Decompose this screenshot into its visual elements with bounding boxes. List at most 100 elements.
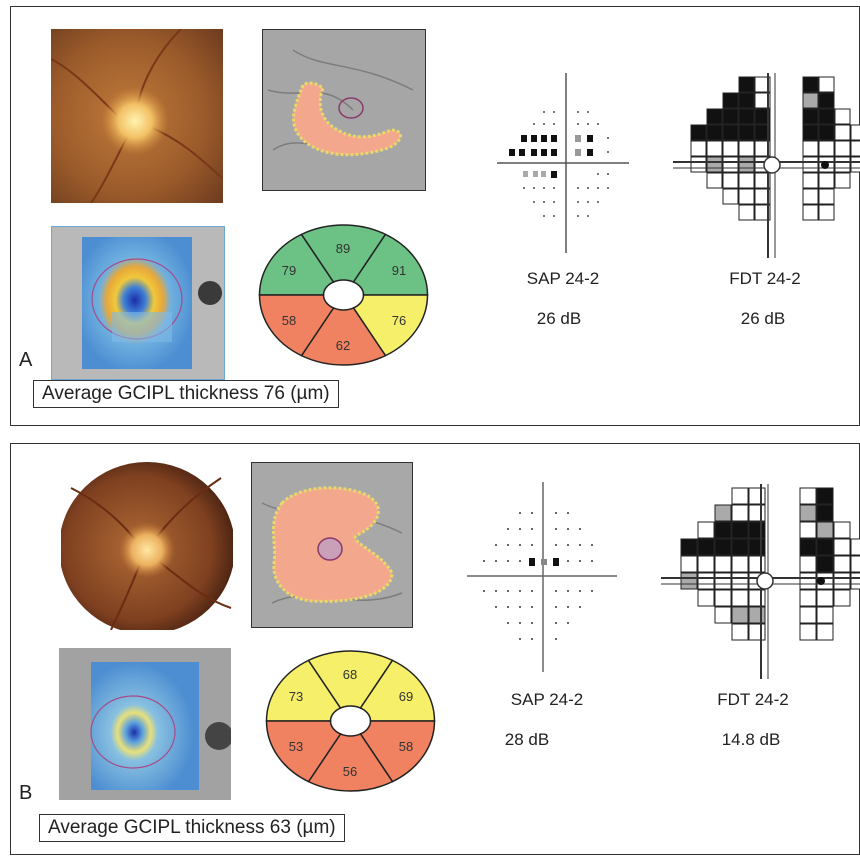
fdt-cell [738,124,755,141]
fdt-cell [731,606,749,624]
fdt-cell [754,124,771,141]
fdt-cell [818,172,835,189]
fdt-test-label: FDT 24-2 [729,269,801,288]
fdt-cell [818,92,835,109]
fdt-cell [722,92,739,109]
fdt-cell [816,521,834,539]
fdt-cell [748,487,766,505]
fdt-cell [802,188,819,205]
fdt-cell [799,555,817,573]
fdt-cell [816,487,834,505]
fdt-cell [799,538,817,556]
fdt-cell [833,572,851,590]
gcipl-thickness-map [51,226,225,380]
fdt-cell [818,188,835,205]
sector-value: 79 [282,263,296,278]
fdt-cell [706,108,723,125]
gcipl-deviation-map [262,29,426,191]
fdt-cell [714,555,732,573]
fdt-cell [714,606,732,624]
fdt-cell [818,204,835,221]
fdt-cell [818,76,835,93]
sector-superotemporal [258,233,335,296]
sap-test-value: 28 dB [504,730,550,749]
fdt-cell [802,76,819,93]
fdt-cell [748,521,766,539]
fdt-cell [731,487,749,505]
fdt-cell [731,538,749,556]
fdt-cell [690,156,707,173]
fdt-cell [816,538,834,556]
fdt-visual-field-plot [673,73,860,258]
fdt-cell [850,538,860,556]
fdt-cell [722,108,739,125]
fdt-cell [714,538,732,556]
fdt-cell [850,140,860,157]
fdt-cell [833,555,851,573]
panel-b: 68 69 73 53 56 58 SAP 24-2 28 dB [10,443,860,855]
fdt-cell [748,555,766,573]
fdt-cell [802,204,819,221]
fdt-cell [714,521,732,539]
fdt-cell [799,572,817,590]
fdt-cell [722,156,739,173]
fdt-cell [731,504,749,522]
fdt-cell [748,623,766,641]
sector-value: 73 [289,689,303,704]
sector-inferior [300,307,387,366]
fdt-cell [697,555,715,573]
fdt-cell [722,172,739,189]
sector-superonasal [352,233,429,296]
fdt-cell [818,108,835,125]
fdt-cell [834,140,851,157]
sector-inferotemporal [265,720,342,783]
fdt-cell [706,140,723,157]
fdt-cell [833,538,851,556]
fdt-cell [754,204,771,221]
sap-test-value: 26 dB [536,309,582,328]
gcipl-deviation-map [251,462,413,628]
fdt-cell [738,140,755,157]
fdt-cell [850,555,860,573]
sector-value: 58 [282,313,296,328]
fdt-cell [738,172,755,189]
fdt-cell [714,504,732,522]
fdt-cell [714,589,732,607]
sap-test-label: SAP 24-2 [526,269,600,288]
sector-value: 69 [399,689,413,704]
fdt-cell [754,76,771,93]
fdt-test-value: 14.8 dB [721,730,781,749]
fdt-cell [731,589,749,607]
panel-a: 89 91 79 58 62 76 [10,6,860,426]
fdt-cell [680,555,698,573]
fdt-cell [799,521,817,539]
sector-inferonasal [352,294,429,357]
fdt-cell [697,538,715,556]
fdt-cell [738,76,755,93]
fdt-cell [818,140,835,157]
fdt-cell [802,140,819,157]
fdt-cell [697,572,715,590]
fdt-cell [748,606,766,624]
fundus-photo [51,29,223,203]
sector-superonasal [359,659,436,722]
fdt-cell [833,589,851,607]
fdt-cell [816,606,834,624]
fdt-cell [738,156,755,173]
fdt-test-value: 26 dB [740,309,786,328]
average-thickness-caption: Average GCIPL thickness 76 (µm) [33,380,339,408]
fdt-cell [697,521,715,539]
fdt-cell [816,555,834,573]
fdt-cell [731,572,749,590]
fdt-cell [722,188,739,205]
panel-letter: A [19,349,33,371]
sector-superotemporal [265,659,342,722]
fundus-photo [61,458,233,630]
sector-inferotemporal [258,294,335,357]
sector-value: 91 [392,263,406,278]
fdt-visual-field-plot [661,484,860,679]
fdt-cell [748,589,766,607]
sap-visual-field-plot [467,482,617,672]
fdt-cell [802,124,819,141]
fdt-cell [731,623,749,641]
